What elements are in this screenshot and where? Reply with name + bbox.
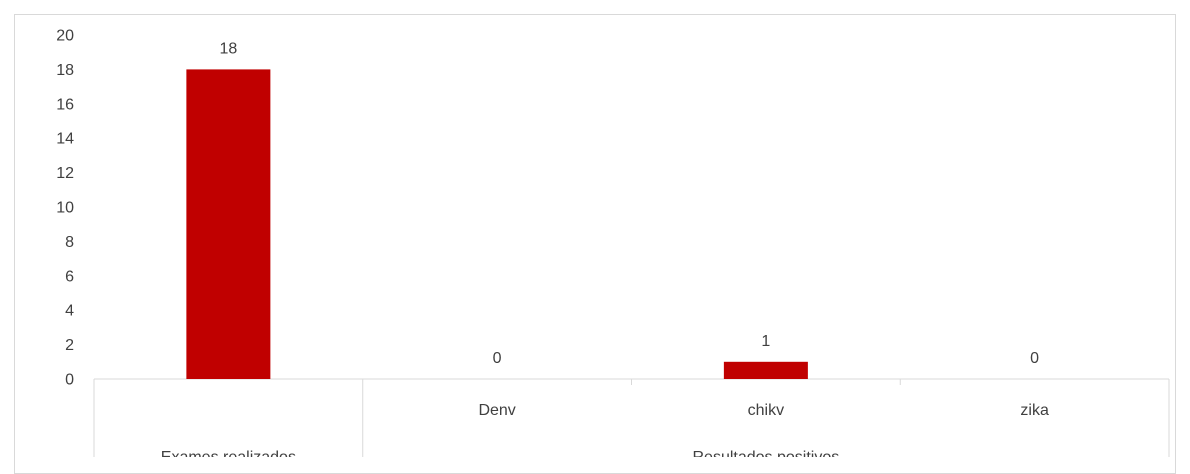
y-tick-label: 6 [65,268,74,285]
category-label: chikv [748,402,784,419]
category-label: Denv [478,402,515,419]
y-tick-label: 20 [56,28,74,45]
y-tick-label: 8 [65,234,74,251]
y-tick-label: 18 [56,62,74,79]
y-tick-label: 2 [65,337,74,354]
y-tick-label: 16 [56,96,74,113]
y-tick-label: 4 [65,303,74,320]
group-label: Exames realizados [161,449,296,457]
data-label: 18 [219,40,237,57]
y-tick-label: 12 [56,165,74,182]
data-label: 0 [1030,350,1039,367]
y-tick-label: 14 [56,131,74,148]
bar [723,361,808,379]
bar [186,69,271,380]
category-label: zika [1020,402,1049,419]
data-label: 0 [493,350,502,367]
data-label: 1 [761,333,770,350]
bar-chart: 0 2 4 6 8 10 12 14 16 18 20 18 0 Denv 1 chikv 0 zika Exame… [56,28,1170,457]
y-tick-label: 10 [56,200,74,217]
y-tick-label: 0 [65,372,74,389]
group-label: Resultados positivos [693,449,840,457]
